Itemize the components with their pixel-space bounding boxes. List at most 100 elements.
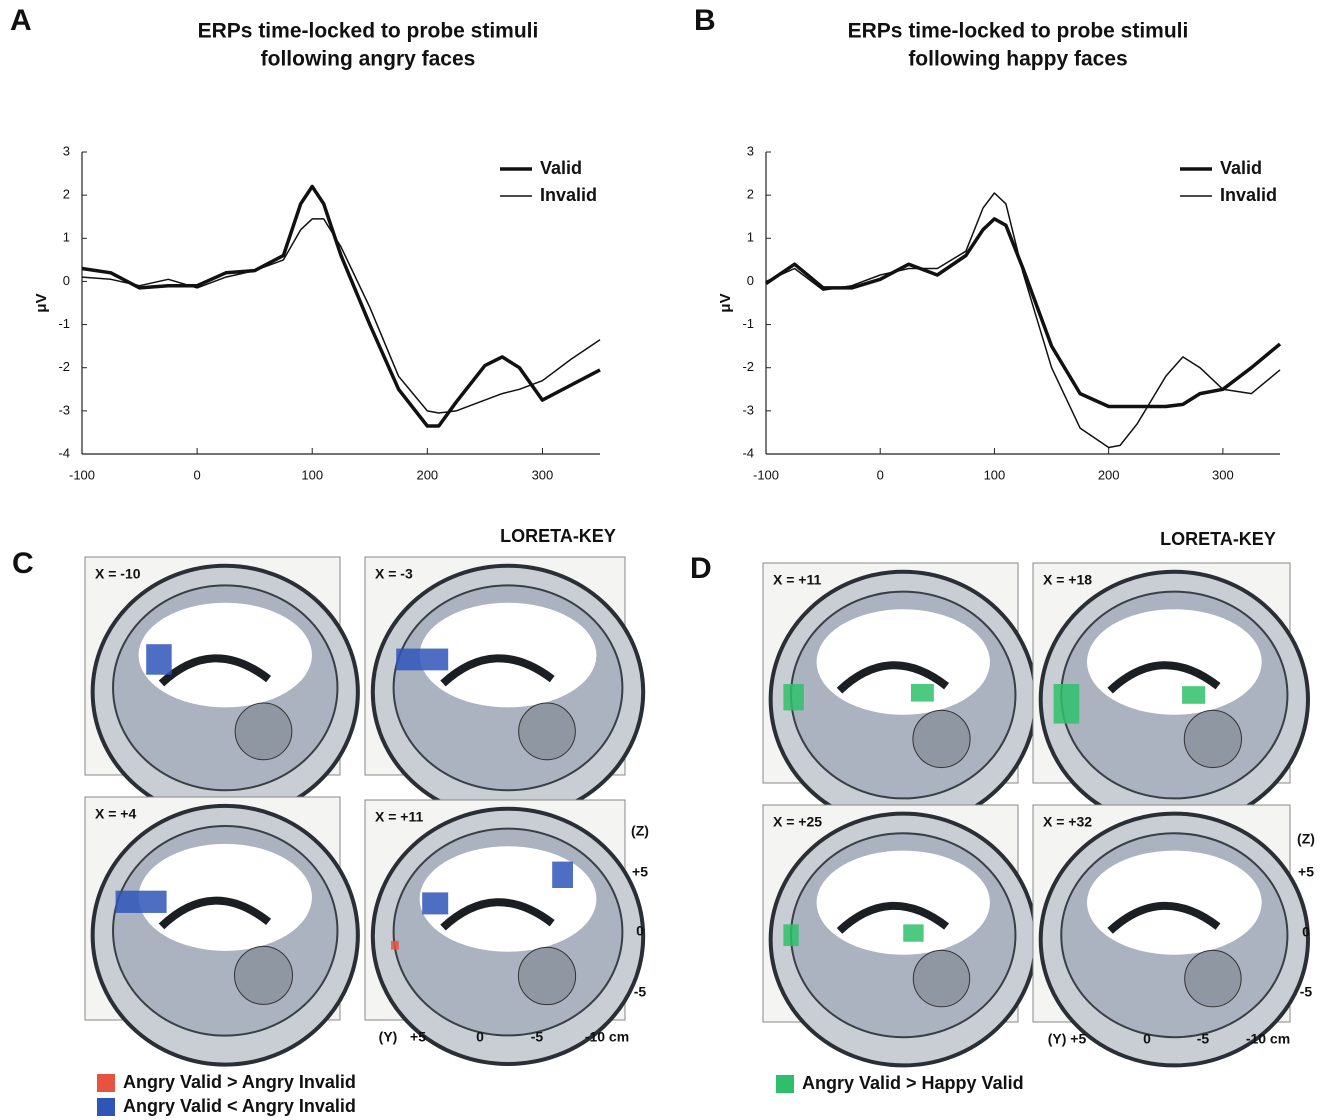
y-tick-label: -3 [742,402,754,417]
activation-blob [146,644,172,675]
figure: AERPs time-locked to probe stimulifollow… [0,0,1333,1120]
y-tick-label: 0 [747,273,754,288]
activation-blob [1054,684,1080,724]
slice-label: X = +11 [375,809,423,825]
z-axis-label: (Z) [631,823,649,839]
brain-slice: X = +11 [365,800,643,1064]
y-axis-label: (Y) [379,1029,398,1045]
cerebellum [1185,950,1241,1006]
y-tick-label: 1 [63,230,70,245]
legend-label: Invalid [1220,185,1277,205]
y-axis-label: 0 [1143,1031,1151,1047]
x-tick-label: 100 [984,467,1006,482]
y-axis-label: +5 [410,1029,426,1045]
y-tick-label: -4 [742,445,754,460]
y-tick-label: -2 [58,359,70,374]
legend-label: Angry Valid < Angry Invalid [123,1096,356,1116]
y-axis-label: μV [33,293,50,312]
chart-title: following angry faces [261,48,476,71]
slice-label: X = +32 [1043,814,1092,830]
x-tick-label: 200 [416,467,438,482]
cerebellum [235,703,292,760]
legend-swatch [97,1098,115,1116]
activation-blob [116,891,167,913]
brain-slice: X = -10 [85,557,358,819]
z-axis-label: +5 [1298,864,1314,880]
x-tick-label: -100 [69,467,95,482]
legend-label: Angry Valid > Angry Invalid [123,1072,356,1092]
x-tick-label: 200 [1098,467,1120,482]
chart-title: following happy faces [908,48,1127,71]
y-tick-label: -1 [742,316,754,331]
z-axis-label: (Z) [1297,831,1315,847]
chart-title: ERPs time-locked to probe stimuli [848,20,1189,43]
activation-blob [783,684,803,710]
y-tick-label: -1 [58,316,70,331]
y-tick-label: 2 [747,187,754,202]
y-tick-label: 3 [747,143,754,158]
activation-blob [422,892,448,914]
z-axis-label: -5 [1300,984,1313,1000]
panel-letter: B [694,4,716,37]
z-axis-label: -5 [634,984,647,1000]
legend-swatch [97,1074,115,1092]
activation-blob [911,684,934,702]
y-tick-label: -2 [742,359,754,374]
brain-slice: X = +11 [763,563,1036,827]
data-line [766,193,1280,448]
slice-label: X = +18 [1043,572,1092,588]
software-label: LORETA-KEY [500,526,616,546]
x-tick-label: 0 [193,467,200,482]
cerebellum [1184,710,1241,767]
slice-label: X = +4 [95,806,136,822]
cerebellum [519,703,576,760]
activation-blob [1182,686,1205,704]
x-tick-label: 300 [1212,467,1234,482]
data-line [82,187,600,427]
y-tick-label: 0 [63,273,70,288]
y-tick-label: -3 [58,402,70,417]
data-line [82,219,600,413]
y-axis-label: μV [717,293,734,312]
brain-slice: X = +32 [1033,805,1308,1065]
activation-blob [396,649,448,671]
cerebellum [913,950,969,1006]
legend-swatch [776,1075,794,1093]
slice-label: X = +11 [773,572,821,588]
cerebellum [913,710,970,767]
brain-slice: X = +18 [1033,563,1308,827]
cerebellum [235,946,293,1004]
y-tick-label: 2 [63,187,70,202]
y-axis-label: -5 [1197,1031,1210,1047]
panel-letter: D [690,552,712,585]
x-tick-label: 300 [532,467,554,482]
y-axis-label: 0 [476,1029,484,1045]
brain-slice: X = -3 [365,557,643,819]
activation-blob [391,941,399,950]
z-axis-label: +5 [632,864,648,880]
slice-label: X = +25 [773,814,822,830]
brain-slice: X = +4 [85,797,358,1065]
y-tick-label: 1 [747,230,754,245]
z-axis-label: 0 [1302,924,1310,940]
legend-label: Valid [1220,158,1262,178]
x-tick-label: 100 [301,467,323,482]
y-axis-label: -5 [531,1029,544,1045]
x-tick-label: 0 [877,467,884,482]
cerebellum [518,947,575,1004]
y-axis-label: (Y) +5 [1048,1031,1087,1047]
software-label: LORETA-KEY [1160,529,1276,549]
slice-label: X = -3 [375,566,413,582]
slice-label: X = -10 [95,566,141,582]
legend-label: Valid [540,158,582,178]
activation-blob [552,862,573,888]
y-tick-label: -4 [58,445,70,460]
y-axis-label: -10 cm [585,1029,629,1045]
legend-label: Invalid [540,185,597,205]
y-tick-label: 3 [63,143,70,158]
x-tick-label: -100 [753,467,779,482]
z-axis-label: 0 [636,923,644,939]
brain-slice: X = +25 [763,805,1036,1065]
activation-blob [903,924,923,941]
chart-title: ERPs time-locked to probe stimuli [198,20,539,43]
